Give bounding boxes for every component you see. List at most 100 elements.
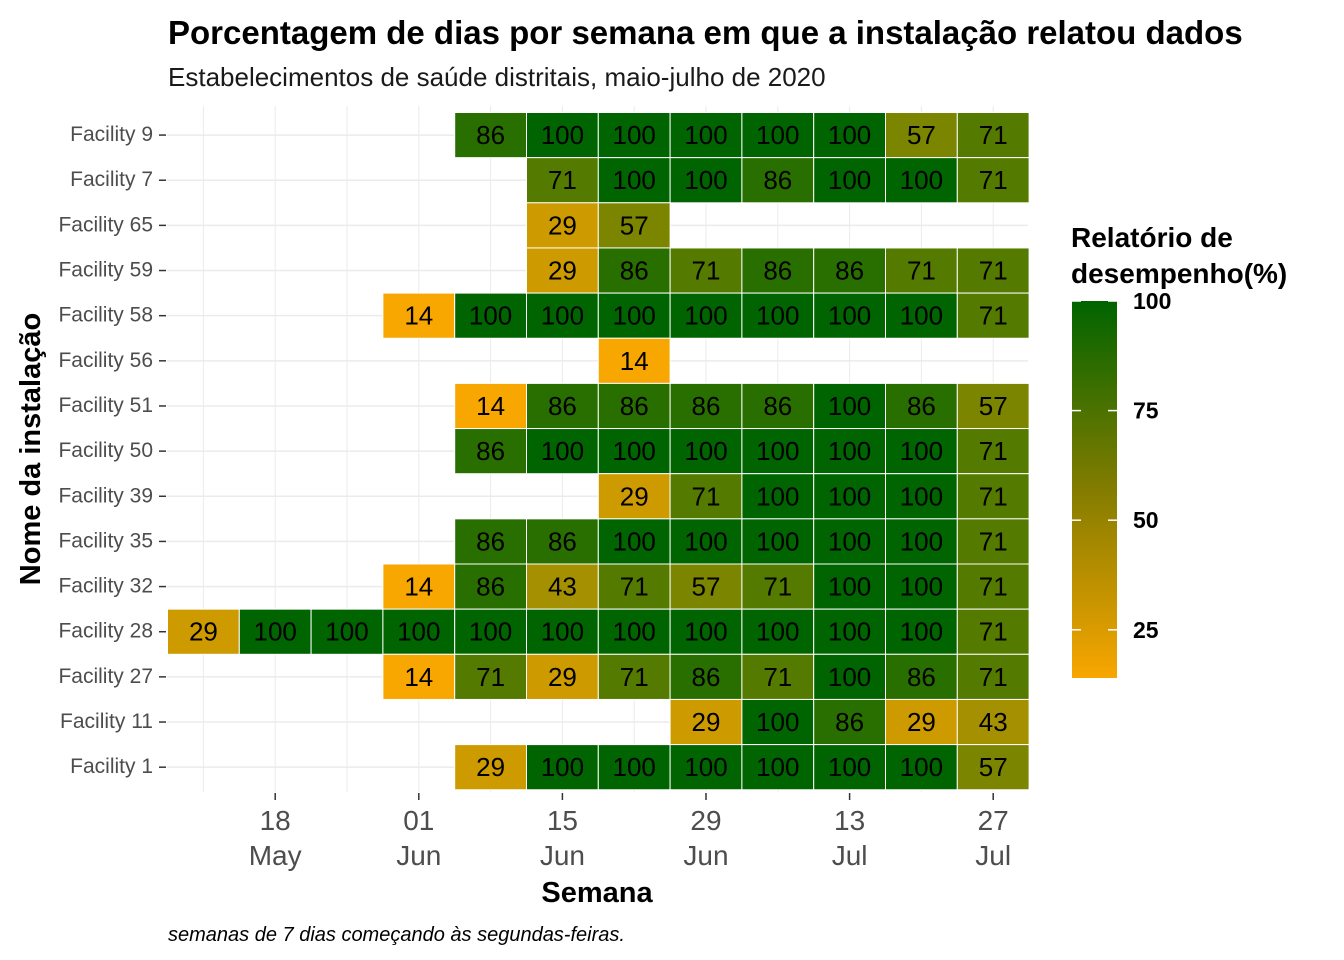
cell-value-label: 29 bbox=[189, 617, 218, 647]
heatmap-cell bbox=[669, 292, 743, 339]
x-tick-day-label: 27 bbox=[978, 805, 1009, 836]
cell-value-label: 86 bbox=[763, 391, 792, 421]
cell-value-label: 43 bbox=[979, 707, 1008, 737]
cell-value-label: 100 bbox=[756, 120, 799, 150]
cell-value-label: 100 bbox=[828, 301, 871, 331]
heatmap-cell bbox=[741, 608, 815, 655]
cell-value-label: 100 bbox=[613, 436, 656, 466]
cell-value-label: 43 bbox=[548, 572, 577, 602]
heatmap-cell bbox=[597, 428, 671, 475]
cell-value-label: 100 bbox=[828, 120, 871, 150]
cell-value-label: 100 bbox=[684, 752, 727, 782]
heatmap-cell bbox=[526, 382, 599, 430]
heatmap-cell bbox=[597, 653, 671, 700]
heatmap-cell bbox=[454, 428, 528, 475]
cell-value-label: 71 bbox=[979, 526, 1008, 556]
cell-value-label: 100 bbox=[900, 617, 943, 647]
cell-value-label: 100 bbox=[613, 526, 656, 556]
heatmap-cell bbox=[813, 744, 887, 791]
chart-title: Porcentagem de dias por semana em que a … bbox=[168, 14, 1243, 51]
cell-value-label: 86 bbox=[476, 572, 505, 602]
cell-value-label: 100 bbox=[684, 165, 727, 195]
cell-value-label: 100 bbox=[756, 707, 799, 737]
x-tick-month-label: Jul bbox=[832, 840, 868, 871]
heatmap-cell bbox=[813, 247, 887, 294]
heatmap-cell bbox=[669, 247, 743, 294]
heatmap-cell bbox=[813, 473, 887, 520]
y-tick-label: Facility 9 bbox=[70, 123, 153, 146]
cell-value-label: 100 bbox=[684, 526, 727, 556]
cell-value-label: 86 bbox=[763, 256, 792, 286]
heatmap-cell bbox=[885, 473, 958, 520]
heatmap-cell bbox=[597, 382, 671, 430]
cell-value-label: 100 bbox=[756, 752, 799, 782]
cell-value-label: 71 bbox=[979, 662, 1008, 692]
cell-value-label: 57 bbox=[979, 752, 1008, 782]
heatmap-cell bbox=[741, 744, 815, 791]
x-axis: 18 May 01 Jun 15 Jun 29 Jun 13 Jul 27 Jul bbox=[249, 793, 1011, 871]
cell-value-label: 71 bbox=[979, 481, 1008, 511]
cell-value-label: 29 bbox=[548, 210, 577, 240]
cell-value-label: 71 bbox=[979, 436, 1008, 466]
x-tick-day-label: 01 bbox=[403, 805, 434, 836]
heatmap-cell bbox=[669, 744, 743, 791]
cell-value-label: 100 bbox=[756, 481, 799, 511]
cell-value-label: 86 bbox=[692, 391, 721, 421]
y-tick-label: Facility 7 bbox=[70, 168, 153, 191]
y-tick-label: Facility 32 bbox=[58, 575, 153, 598]
cell-value-label: 100 bbox=[900, 301, 943, 331]
x-tick-month-label: Jul bbox=[975, 840, 1011, 871]
heatmap-cell bbox=[956, 563, 1030, 610]
heatmap-cell bbox=[597, 744, 671, 791]
cell-value-label: 71 bbox=[692, 256, 721, 286]
legend-tick-label: 75 bbox=[1133, 398, 1159, 424]
heatmap-cell bbox=[669, 112, 743, 159]
cell-value-label: 14 bbox=[404, 301, 433, 331]
heatmap-cell bbox=[669, 157, 743, 204]
heatmap-cell bbox=[741, 698, 815, 746]
cell-value-label: 71 bbox=[548, 165, 577, 195]
cell-value-label: 14 bbox=[476, 391, 505, 421]
y-tick-label: Facility 11 bbox=[60, 710, 153, 733]
cell-value-label: 57 bbox=[979, 391, 1008, 421]
cell-value-label: 100 bbox=[756, 301, 799, 331]
cell-value-label: 71 bbox=[979, 572, 1008, 602]
cell-value-label: 71 bbox=[907, 256, 936, 286]
legend-ticks: 100 75 50 25 bbox=[1072, 288, 1171, 643]
cell-value-label: 29 bbox=[620, 481, 649, 511]
heatmap-cell bbox=[956, 744, 1030, 791]
legend-title-line-2: desempenho(%) bbox=[1071, 258, 1287, 289]
heatmap-cell bbox=[382, 292, 456, 339]
cell-value-label: 14 bbox=[404, 572, 433, 602]
cell-value-label: 86 bbox=[620, 391, 649, 421]
x-tick-day-label: 13 bbox=[834, 805, 865, 836]
cell-value-label: 100 bbox=[254, 617, 297, 647]
heatmap-cell bbox=[956, 428, 1030, 475]
cell-value-label: 100 bbox=[828, 526, 871, 556]
cell-value-label: 86 bbox=[476, 526, 505, 556]
heatmap-cell bbox=[885, 563, 958, 610]
cell-value-label: 71 bbox=[620, 572, 649, 602]
cell-value-label: 71 bbox=[979, 120, 1008, 150]
x-tick-month-label: May bbox=[249, 840, 302, 871]
cell-value-label: 100 bbox=[541, 436, 584, 466]
heatmap-cell bbox=[741, 473, 815, 520]
cell-value-label: 86 bbox=[835, 707, 864, 737]
heatmap-cell bbox=[741, 292, 815, 339]
cell-value-label: 71 bbox=[620, 662, 649, 692]
cell-value-label: 86 bbox=[763, 165, 792, 195]
cell-value-label: 57 bbox=[907, 120, 936, 150]
cell-value-label: 86 bbox=[620, 256, 649, 286]
cell-value-label: 100 bbox=[684, 120, 727, 150]
cell-value-label: 100 bbox=[397, 617, 440, 647]
cell-value-label: 100 bbox=[828, 391, 871, 421]
cell-value-label: 86 bbox=[476, 120, 505, 150]
cell-value-label: 100 bbox=[613, 752, 656, 782]
cell-value-label: 71 bbox=[979, 617, 1008, 647]
heatmap-cell bbox=[597, 337, 671, 384]
cell-value-label: 100 bbox=[828, 572, 871, 602]
cell-value-label: 86 bbox=[907, 662, 936, 692]
heatmap-cell bbox=[885, 292, 958, 339]
cell-value-label: 14 bbox=[404, 662, 433, 692]
